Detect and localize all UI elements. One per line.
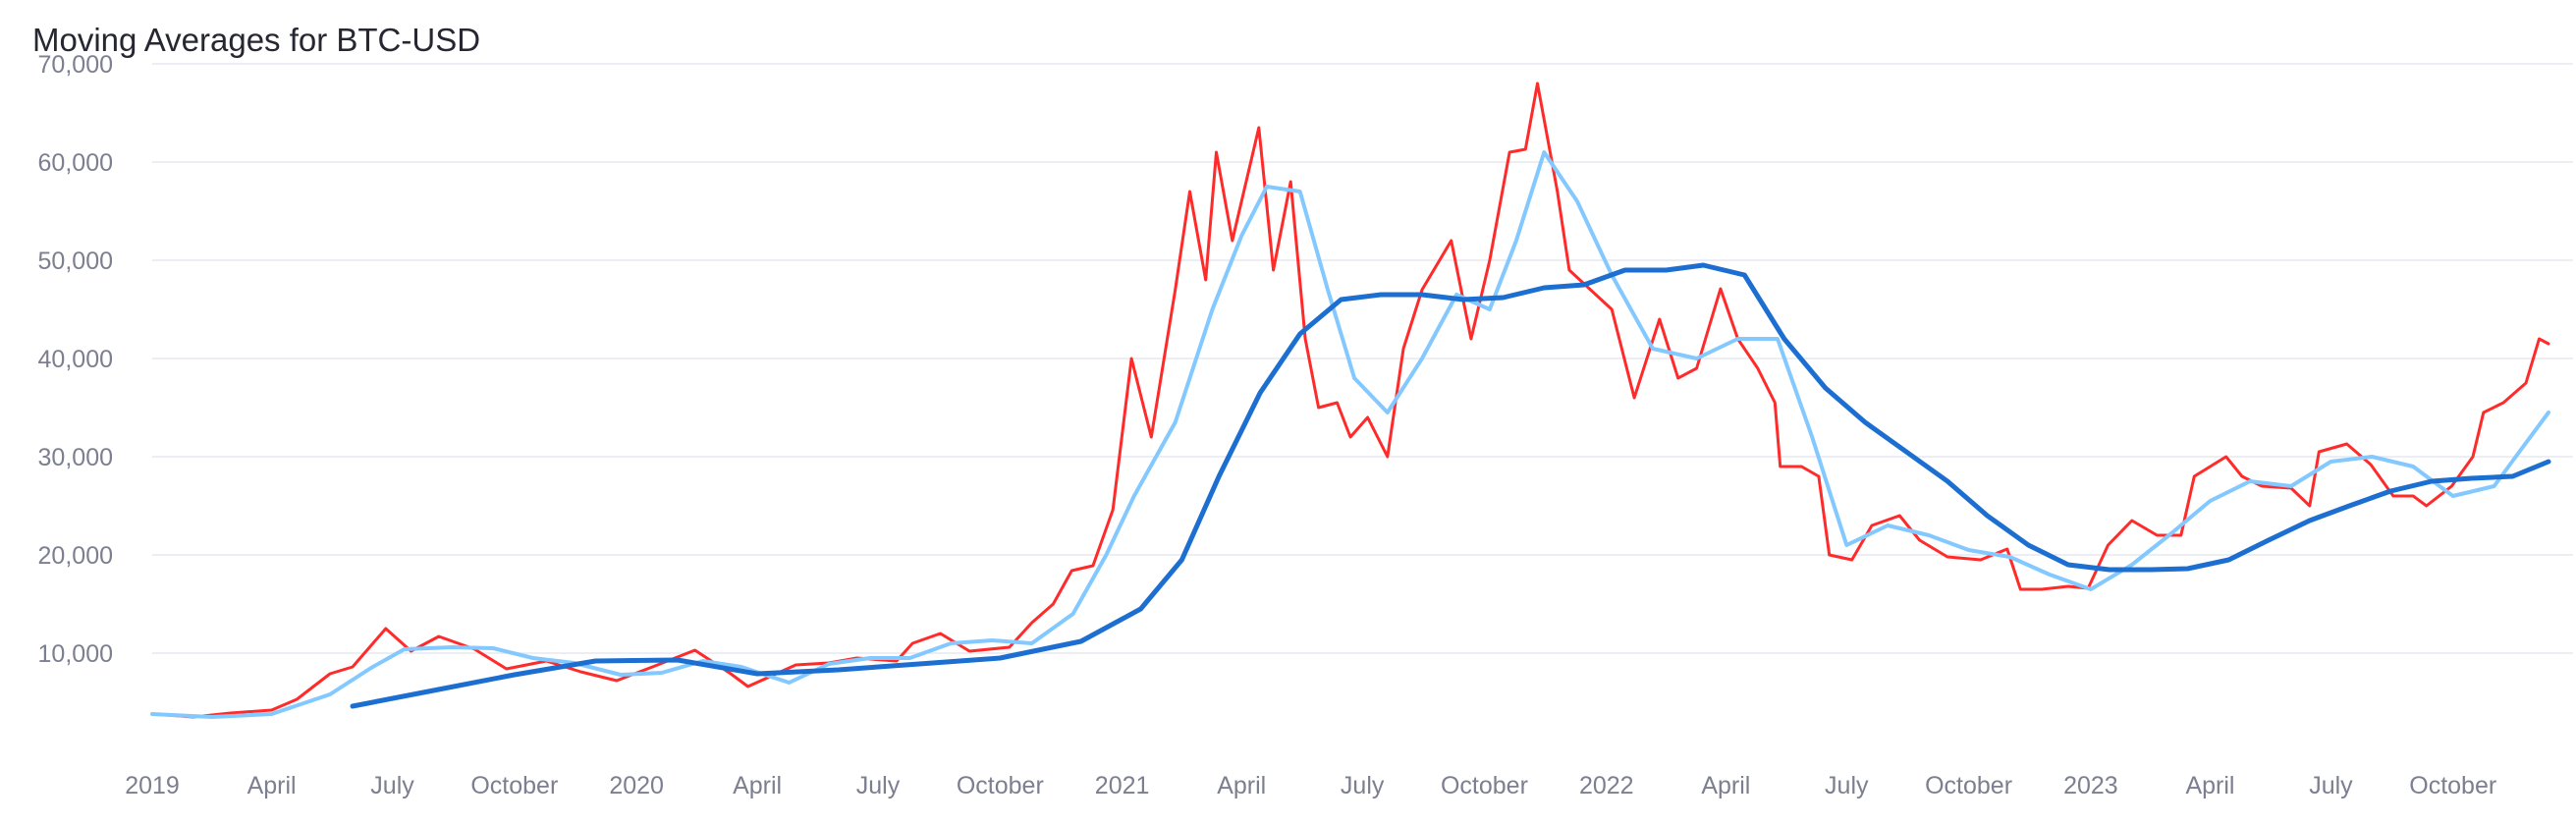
x-tick-label: April (247, 772, 297, 799)
x-tick-label: July (1825, 772, 1869, 799)
series-line (350, 262, 2551, 709)
y-tick-label: 50,000 (38, 248, 113, 275)
y-tick-label: 60,000 (38, 149, 113, 177)
x-tick-label: July (370, 772, 414, 799)
x-tick-label: October (957, 772, 1044, 799)
y-tick-label: 10,000 (38, 640, 113, 668)
x-tick-label: 2020 (609, 772, 664, 799)
x-tick-label: 2023 (2063, 772, 2118, 799)
grid (152, 63, 2573, 654)
x-tick-label: 2021 (1095, 772, 1150, 799)
x-axis: 2019 April July October 2020 April July October… (125, 772, 2496, 799)
series-3 (350, 262, 2551, 709)
series-line (150, 82, 2550, 719)
x-tick-label: April (1701, 772, 1750, 799)
x-tick-label: October (1925, 772, 2012, 799)
x-tick-label: October (2409, 772, 2496, 799)
y-tick-label: 20,000 (38, 542, 113, 570)
x-tick-label: July (856, 772, 901, 799)
chart-title: Moving Averages for BTC-USD (32, 22, 481, 58)
x-tick-label: April (2185, 772, 2234, 799)
series-2 (150, 150, 2550, 719)
x-tick-label: April (733, 772, 782, 799)
y-axis: 10,000 20,000 30,000 40,000 50,000 60,000 70,0… (38, 51, 113, 668)
x-tick-label: October (470, 772, 558, 799)
y-tick-label: 70,000 (38, 51, 113, 79)
x-tick-label: July (1341, 772, 1385, 799)
series-lines (150, 82, 2551, 719)
y-tick-label: 40,000 (38, 346, 113, 373)
series-1 (150, 82, 2550, 719)
x-tick-label: 2022 (1579, 772, 1634, 799)
x-tick-label: 2019 (125, 772, 180, 799)
x-tick-label: April (1217, 772, 1266, 799)
x-tick-label: July (2309, 772, 2353, 799)
x-tick-label: October (1441, 772, 1528, 799)
y-tick-label: 30,000 (38, 444, 113, 471)
